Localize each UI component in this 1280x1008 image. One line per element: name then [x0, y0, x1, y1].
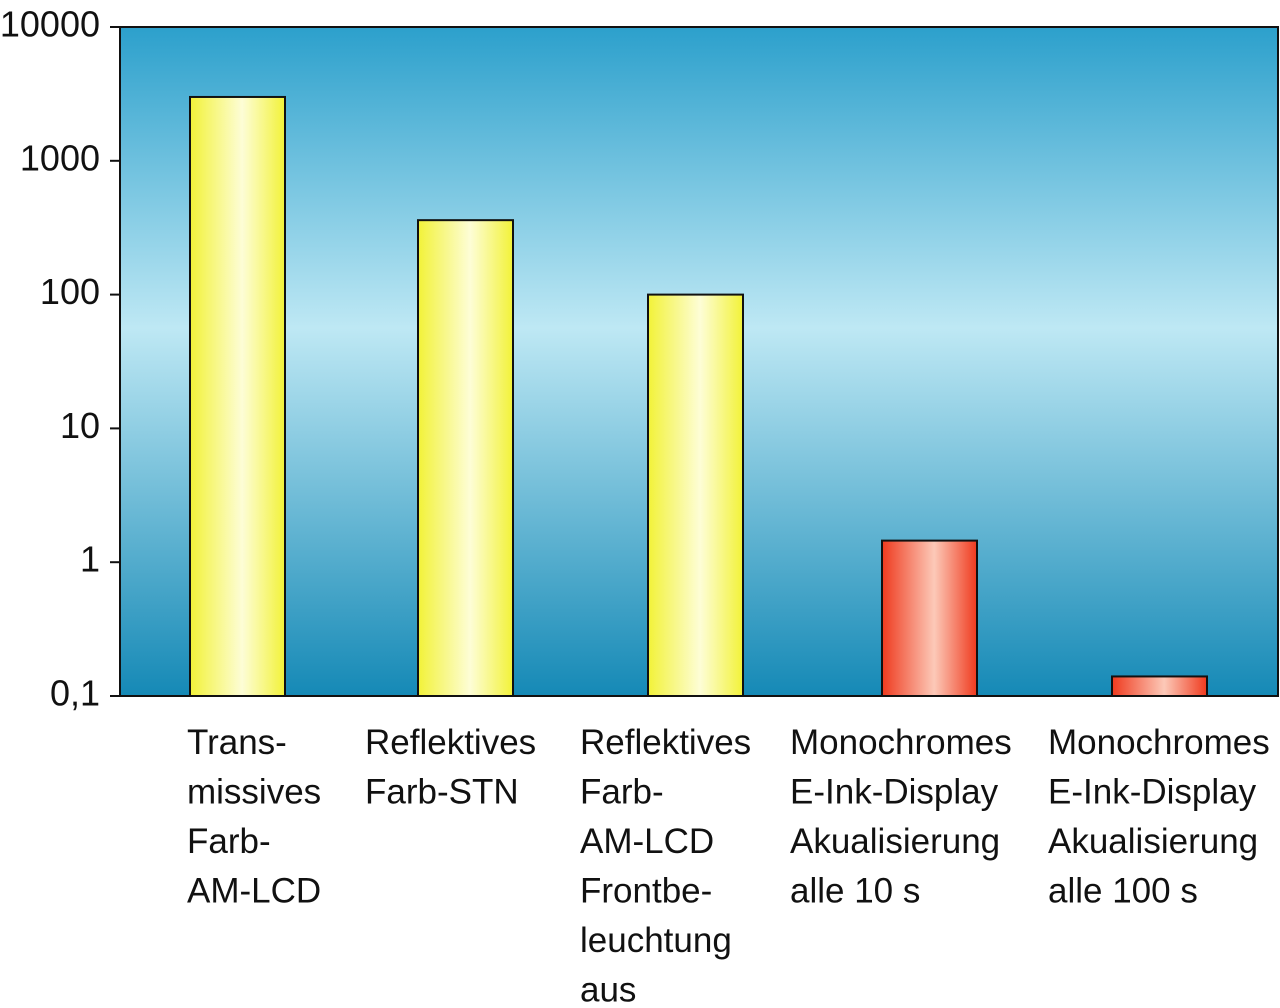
y-tick-label: 10000 [0, 4, 100, 45]
y-axis: 10000 1000 100 10 1 0,1 [0, 4, 120, 714]
x-category-label-1: Trans-missives Farb- AM-LCD [187, 723, 321, 911]
x-category-label-4: Monochromes E-Ink-Display Akualisierung all… [790, 723, 1012, 911]
x-category-label-line: Akualisierung [1048, 822, 1258, 861]
x-category-label-line: Akualisierung [790, 822, 1000, 861]
x-category-label-line: Farb- [580, 773, 664, 812]
x-category-label-line: leuchtung [580, 921, 732, 960]
x-category-label-3: Reflektives Farb- AM-LCD Frontbe-leuchtung a… [580, 723, 751, 1008]
x-category-label-line: Monochromes [790, 723, 1012, 762]
x-category-label-line: Frontbe- [580, 872, 712, 911]
y-tick-label: 1 [80, 539, 100, 580]
y-tick-label: 0,1 [50, 673, 100, 714]
y-tick-label: 1000 [20, 137, 100, 178]
x-category-label-line: missives [187, 773, 321, 812]
x-category-label-5: Monochromes E-Ink-Display Akualisierung all… [1048, 723, 1270, 911]
bar-4 [881, 539, 978, 697]
x-category-label-line: alle 100 s [1048, 872, 1198, 911]
x-category-label-line: Reflektives [365, 723, 536, 762]
bar-2 [417, 219, 514, 698]
x-category-label-line: aus [580, 971, 636, 1008]
x-category-label-line: AM-LCD [187, 872, 321, 911]
bar-5 [1111, 675, 1208, 697]
x-category-label-line: Reflektives [580, 723, 751, 762]
x-axis-labels: Trans-missives Farb- AM-LCD Reflektives Farb… [187, 723, 1270, 1008]
x-category-label-line: AM-LCD [580, 822, 714, 861]
bar-3 [647, 293, 744, 697]
x-category-label-line: Farb-STN [365, 773, 519, 812]
bar-series [189, 95, 1208, 698]
x-category-label-line: alle 10 s [790, 872, 920, 911]
x-category-label-line: Farb- [187, 822, 271, 861]
x-category-label-line: E-Ink-Display [1048, 773, 1257, 812]
x-category-label-line: Trans- [187, 723, 287, 762]
x-category-label-line: Monochromes [1048, 723, 1270, 762]
x-category-label-2: Reflektives Farb-STN [365, 723, 536, 812]
y-tick-label: 10 [60, 405, 100, 446]
x-category-label-line: E-Ink-Display [790, 773, 999, 812]
bar-1 [189, 95, 286, 697]
y-tick-label: 100 [40, 271, 100, 312]
